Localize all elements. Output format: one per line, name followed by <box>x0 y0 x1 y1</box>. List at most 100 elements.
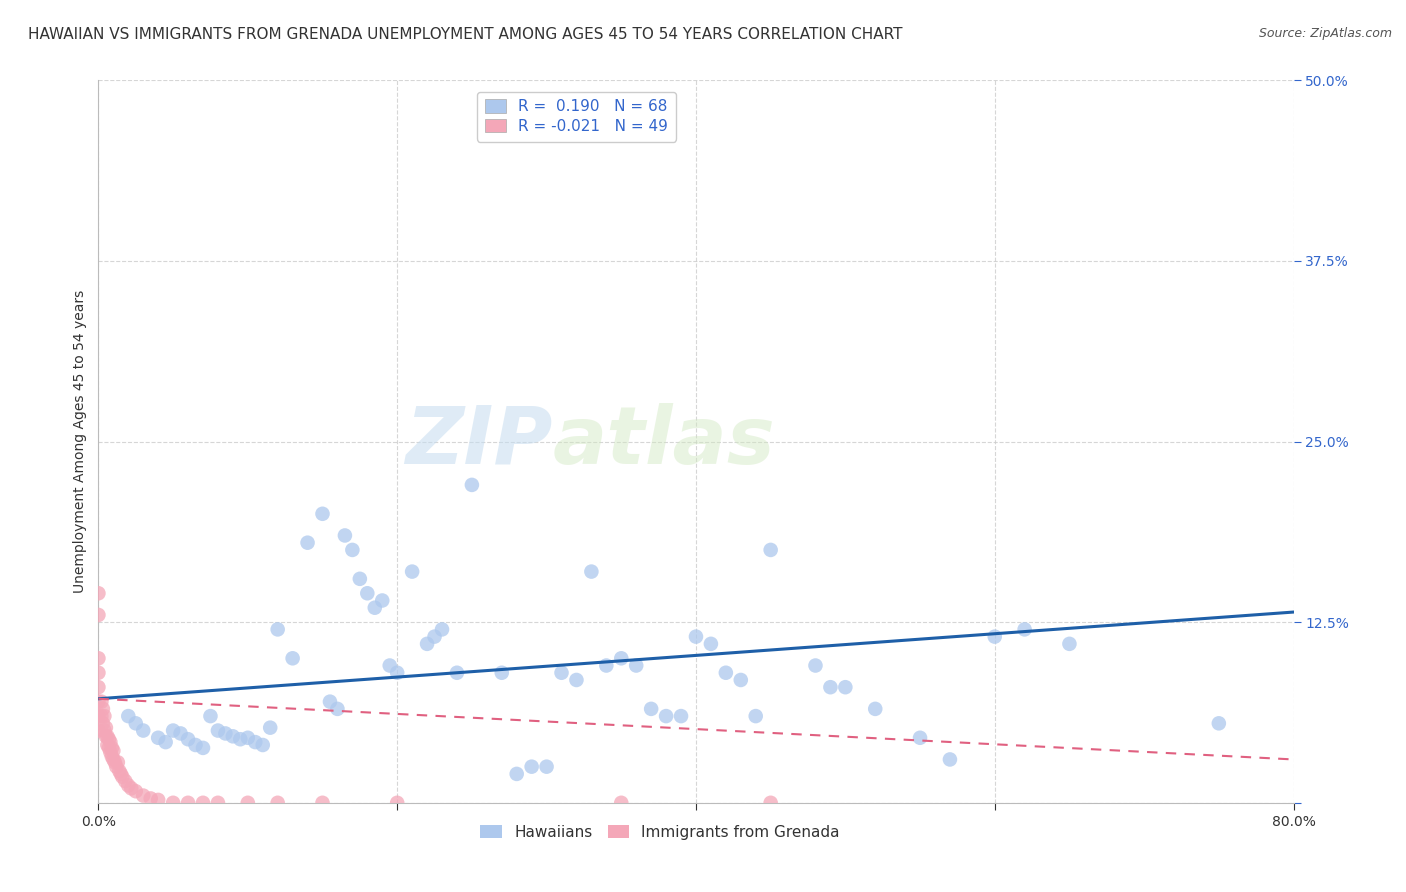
Point <box>430 623 453 637</box>
Point <box>87 586 110 600</box>
Point <box>125 716 148 731</box>
Point <box>107 756 129 770</box>
Point <box>120 781 142 796</box>
Point <box>207 796 229 810</box>
Point <box>759 542 782 557</box>
Point <box>101 749 124 764</box>
Point <box>148 793 170 807</box>
Point <box>91 716 114 731</box>
Point <box>506 767 529 781</box>
Point <box>162 723 184 738</box>
Point <box>117 779 139 793</box>
Point <box>581 565 603 579</box>
Point <box>865 702 887 716</box>
Point <box>87 680 110 694</box>
Text: atlas: atlas <box>553 402 775 481</box>
Point <box>214 726 236 740</box>
Point <box>385 796 409 810</box>
Point <box>114 774 136 789</box>
Point <box>669 709 692 723</box>
Point <box>103 752 125 766</box>
Point <box>104 756 127 770</box>
Point <box>236 731 259 745</box>
Point <box>90 709 112 723</box>
Point <box>461 478 484 492</box>
Point <box>236 796 259 810</box>
Point <box>87 651 110 665</box>
Point <box>155 735 177 749</box>
Text: HAWAIIAN VS IMMIGRANTS FROM GRENADA UNEMPLOYMENT AMONG AGES 45 TO 54 YEARS CORRE: HAWAIIAN VS IMMIGRANTS FROM GRENADA UNEM… <box>28 27 903 42</box>
Point <box>94 729 117 743</box>
Point <box>207 723 229 738</box>
Point <box>655 709 678 723</box>
Point <box>132 789 155 803</box>
Point <box>200 709 222 723</box>
Point <box>139 791 162 805</box>
Point <box>745 709 768 723</box>
Point <box>536 760 558 774</box>
Point <box>281 651 304 665</box>
Point <box>385 665 409 680</box>
Point <box>349 572 371 586</box>
Point <box>446 665 468 680</box>
Point <box>93 709 115 723</box>
Point <box>759 796 782 810</box>
Point <box>685 630 707 644</box>
Point <box>610 651 633 665</box>
Point <box>267 623 290 637</box>
Point <box>98 745 122 759</box>
Point <box>491 665 513 680</box>
Point <box>91 702 114 716</box>
Point <box>87 665 110 680</box>
Point <box>87 695 110 709</box>
Point <box>401 565 423 579</box>
Point <box>229 732 252 747</box>
Point <box>610 796 633 810</box>
Point <box>96 738 118 752</box>
Point <box>565 673 588 687</box>
Point <box>125 784 148 798</box>
Point <box>191 740 214 755</box>
Point <box>169 726 191 740</box>
Point <box>148 731 170 745</box>
Point <box>834 680 856 694</box>
Point <box>423 630 446 644</box>
Point <box>162 796 184 810</box>
Point <box>520 760 543 774</box>
Point <box>820 680 842 694</box>
Point <box>984 630 1007 644</box>
Point <box>111 770 134 784</box>
Point <box>1059 637 1081 651</box>
Point <box>191 796 214 810</box>
Point <box>640 702 662 716</box>
Point <box>364 600 387 615</box>
Point <box>378 658 401 673</box>
Point <box>103 744 125 758</box>
Point <box>105 760 128 774</box>
Point <box>90 695 112 709</box>
Point <box>311 796 333 810</box>
Point <box>108 764 131 778</box>
Point <box>110 767 132 781</box>
Point <box>1208 716 1230 731</box>
Point <box>356 586 378 600</box>
Point <box>267 796 290 810</box>
Point <box>93 723 115 738</box>
Point <box>700 637 723 651</box>
Point <box>939 752 962 766</box>
Point <box>259 721 281 735</box>
Point <box>297 535 319 549</box>
Point <box>245 735 267 749</box>
Point <box>595 658 617 673</box>
Point <box>252 738 274 752</box>
Legend: Hawaiians, Immigrants from Grenada: Hawaiians, Immigrants from Grenada <box>474 819 846 846</box>
Point <box>311 507 333 521</box>
Point <box>177 796 200 810</box>
Point <box>87 723 110 738</box>
Point <box>416 637 439 651</box>
Point <box>908 731 931 745</box>
Point <box>326 702 349 716</box>
Y-axis label: Unemployment Among Ages 45 to 54 years: Unemployment Among Ages 45 to 54 years <box>73 290 87 593</box>
Point <box>97 740 120 755</box>
Point <box>96 729 118 743</box>
